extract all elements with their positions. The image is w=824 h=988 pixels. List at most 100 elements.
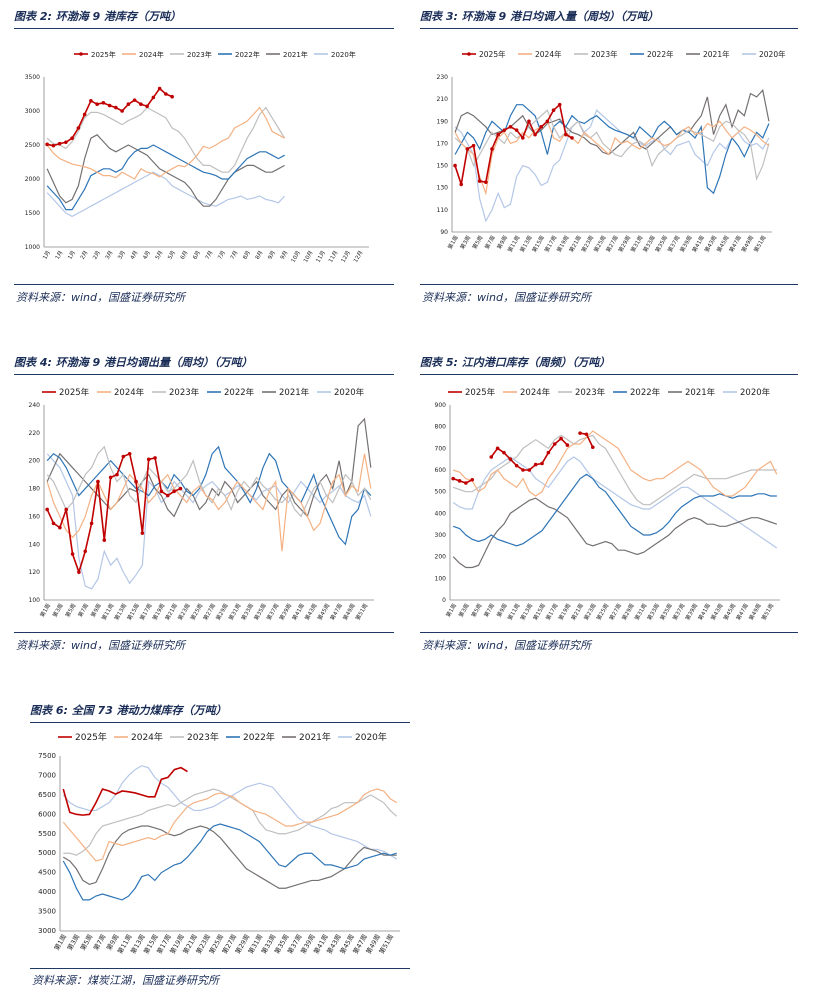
chart-svg: 3000 3500 4000 4500 5000 5500 6000 6500 7000 7500… bbox=[38, 731, 400, 955]
data-point bbox=[102, 538, 107, 542]
data-point bbox=[470, 477, 475, 482]
data-point bbox=[545, 119, 550, 124]
chart-source: 资料来源：wind，国盛证券研究所 bbox=[422, 639, 592, 652]
data-point bbox=[51, 143, 56, 148]
legend-label: 2023年 bbox=[187, 50, 212, 59]
y-tick-label: 130 bbox=[437, 185, 449, 192]
series-line-2020年 bbox=[452, 456, 778, 549]
y-tick-label: 230 bbox=[437, 74, 449, 81]
x-tick-label: 1月 bbox=[41, 250, 52, 261]
legend-label: 2020年 bbox=[331, 50, 356, 59]
x-tick-label: 3月 bbox=[116, 250, 127, 261]
series-line-2024年 bbox=[454, 120, 770, 196]
legend-label: 2024年 bbox=[139, 50, 164, 59]
y-tick-label: 3000 bbox=[25, 108, 40, 115]
x-tick-label: 2月 bbox=[91, 250, 102, 261]
x-tick-label: 第9周 bbox=[495, 602, 509, 619]
y-tick-label: 3000 bbox=[38, 927, 56, 935]
x-tick-label: 5月 bbox=[154, 250, 165, 261]
data-point bbox=[559, 436, 563, 441]
data-point bbox=[82, 112, 87, 117]
legend-label: 2025年 bbox=[59, 387, 90, 398]
data-point bbox=[477, 179, 482, 183]
x-tick-label: 第3周 bbox=[51, 602, 65, 619]
x-tick-label: 7月 bbox=[204, 250, 215, 261]
x-tick-label: 第7周 bbox=[483, 234, 497, 251]
chart-title: 图表 2: 环渤海 9 港库存（万吨） bbox=[14, 10, 182, 23]
chart-svg: 100 120 140 160 180 200 220 240 第1周 第3周 第5周 第7周 第9周 第… bbox=[29, 387, 374, 622]
y-tick-label: 4500 bbox=[38, 869, 56, 877]
series-line-2020年 bbox=[46, 171, 286, 218]
y-tick-label: 4000 bbox=[38, 888, 56, 896]
data-point bbox=[107, 103, 112, 108]
chart-title: 图表 4: 环渤海 9 港日均调出量（周均）（万吨） bbox=[14, 356, 253, 369]
y-tick-label: 500 bbox=[435, 489, 447, 496]
data-point bbox=[464, 481, 468, 485]
series-line-2022年 bbox=[454, 104, 770, 195]
data-point bbox=[170, 94, 174, 99]
data-point bbox=[57, 141, 62, 146]
y-tick-label: 100 bbox=[29, 597, 41, 604]
data-point bbox=[520, 136, 525, 140]
data-point bbox=[89, 99, 93, 103]
x-tick-label: 10月 bbox=[302, 250, 314, 264]
data-point bbox=[533, 132, 537, 137]
data-point bbox=[527, 468, 532, 472]
data-point bbox=[508, 125, 513, 129]
legend-label: 2022年 bbox=[235, 50, 260, 59]
data-point bbox=[45, 142, 49, 147]
data-point bbox=[83, 549, 88, 554]
x-tick-label: 1月 bbox=[54, 250, 65, 261]
data-point bbox=[64, 140, 68, 145]
y-tick-label: 5000 bbox=[38, 849, 56, 857]
data-point bbox=[153, 456, 157, 460]
data-point bbox=[45, 507, 49, 512]
chart-title: 图表 3: 环渤海 9 港日均调入量（周均）（万吨） bbox=[420, 10, 659, 23]
chart-source: 资料来源：wind，国盛证券研究所 bbox=[16, 291, 186, 304]
x-tick-label: 第7周 bbox=[76, 602, 90, 619]
chart-title: 图表 5: 江内港口库存（周频）（万吨） bbox=[420, 356, 611, 369]
data-point bbox=[514, 463, 519, 468]
legend-label: 2022年 bbox=[630, 387, 661, 398]
data-point bbox=[96, 479, 100, 484]
y-tick-label: 90 bbox=[440, 229, 448, 236]
x-tick-label: 3月 bbox=[104, 250, 115, 261]
x-tick-label: 第5周 bbox=[63, 602, 77, 619]
series-line-2025年 bbox=[454, 103, 573, 185]
x-tick-label: 8月 bbox=[254, 250, 265, 261]
legend-marker bbox=[467, 52, 471, 56]
x-tick-label: 9月 bbox=[266, 250, 277, 261]
legend-label: 2022年 bbox=[647, 49, 674, 59]
x-tick-label: 10月 bbox=[290, 250, 302, 264]
y-tick-label: 150 bbox=[437, 163, 449, 170]
data-point bbox=[590, 445, 595, 450]
legend-marker bbox=[79, 52, 83, 56]
series-line-2020年 bbox=[46, 453, 372, 590]
series-line-2024年 bbox=[46, 453, 372, 552]
data-point bbox=[521, 468, 525, 472]
y-tick-label: 3500 bbox=[38, 908, 56, 916]
data-point bbox=[70, 552, 75, 556]
legend-label: 2021年 bbox=[283, 50, 308, 59]
chart-panel-c4: 图表 4: 环渤海 9 港日均调出量（周均）（万吨） 100 120 140 160 1… bbox=[14, 354, 394, 654]
legend-label: 2024年 bbox=[131, 731, 163, 743]
data-point bbox=[539, 125, 544, 129]
y-tick-label: 140 bbox=[29, 541, 41, 548]
legend-label: 2024年 bbox=[520, 387, 551, 398]
data-point bbox=[578, 431, 582, 435]
y-tick-label: 7500 bbox=[38, 752, 56, 760]
data-point bbox=[76, 126, 81, 130]
data-point bbox=[101, 101, 106, 105]
data-point bbox=[178, 486, 183, 491]
legend-label: 2022年 bbox=[224, 387, 255, 398]
x-tick-label: 第1周 bbox=[446, 234, 460, 251]
data-point bbox=[557, 102, 562, 107]
y-tick-label: 2500 bbox=[25, 142, 40, 149]
y-tick-label: 7000 bbox=[38, 771, 56, 779]
chart-source: 资料来源：煤炭江湖，国盛证券研究所 bbox=[32, 974, 219, 987]
x-tick-label: 5月 bbox=[166, 250, 177, 261]
data-point bbox=[157, 86, 162, 91]
x-tick-label: 第51周 bbox=[752, 234, 768, 254]
y-tick-label: 210 bbox=[437, 96, 449, 103]
y-tick-label: 700 bbox=[435, 445, 447, 452]
